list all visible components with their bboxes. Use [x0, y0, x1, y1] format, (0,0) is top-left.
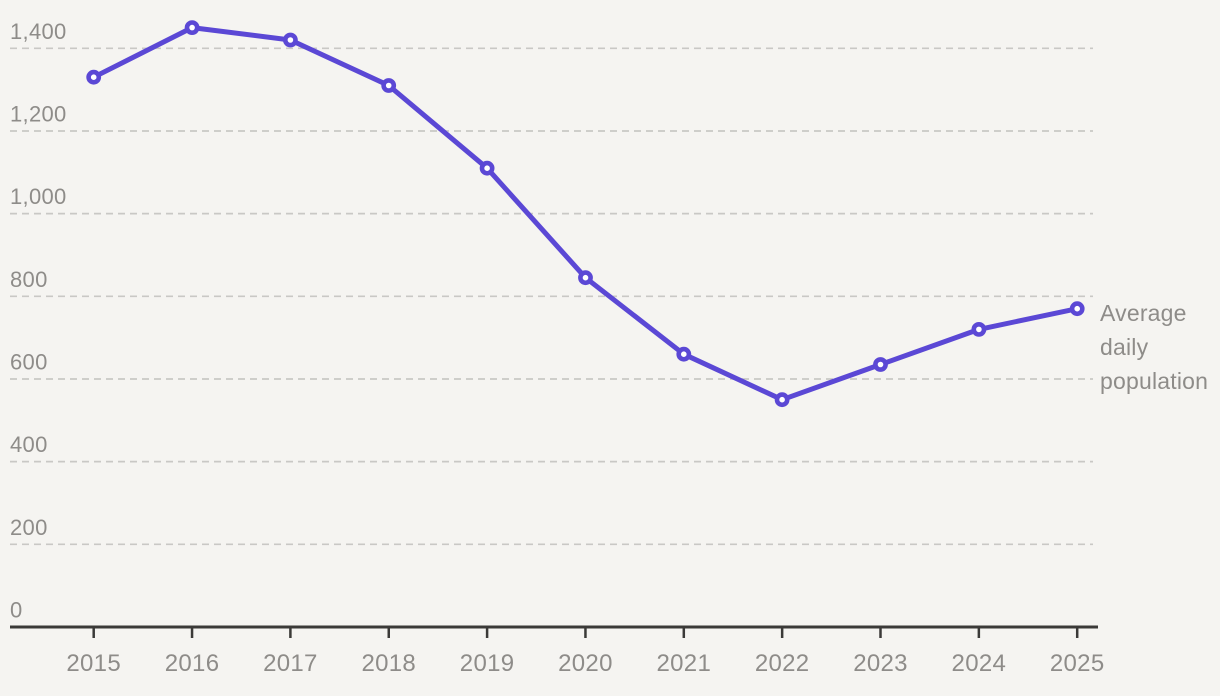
x-tick-label: 2022: [755, 650, 810, 677]
x-tick-label: 2015: [66, 650, 121, 677]
y-tick-labels: 0 200 400 600 800 1,000 1,200 1,400: [10, 19, 67, 623]
y-tick-label: 1,400: [10, 19, 67, 44]
data-point-marker: [873, 357, 888, 372]
x-tick-label: 2021: [657, 650, 712, 677]
data-point-marker: [86, 69, 102, 85]
x-tick-label: 2016: [165, 650, 220, 677]
x-axis: [10, 625, 1098, 638]
y-tick-label: 0: [10, 598, 23, 623]
data-point-marker: [381, 78, 397, 93]
data-point-marker: [676, 346, 692, 362]
x-tick-label: 2024: [952, 650, 1007, 677]
data-point-marker: [774, 392, 790, 408]
y-tick-label: 200: [10, 515, 48, 540]
y-tick-label: 600: [10, 349, 48, 374]
data-point-marker: [971, 321, 987, 337]
data-point-marker: [282, 32, 298, 48]
y-tick-label: 800: [10, 267, 48, 292]
series-label: Average daily population: [1100, 300, 1209, 394]
data-points: [86, 20, 1085, 408]
x-tick-label: 2017: [263, 650, 318, 677]
y-tick-label: 400: [10, 432, 48, 457]
x-tick-labels: 2015 2016 2017 2018 2019 2020 2021 2022 2023 2024…: [66, 650, 1104, 677]
y-tick-label: 1,000: [10, 184, 67, 209]
x-tick-label: 2018: [361, 650, 416, 677]
x-tick-label: 2025: [1050, 650, 1105, 677]
data-point-marker: [479, 160, 495, 176]
x-tick-label: 2023: [853, 650, 908, 677]
x-tick-label: 2019: [460, 650, 515, 677]
data-point-marker: [184, 20, 200, 35]
y-gridlines: [10, 47, 1093, 546]
data-point-marker: [578, 270, 593, 286]
y-tick-label: 1,200: [10, 101, 67, 126]
data-point-marker: [1069, 301, 1085, 317]
x-tick-label: 2020: [558, 650, 613, 677]
